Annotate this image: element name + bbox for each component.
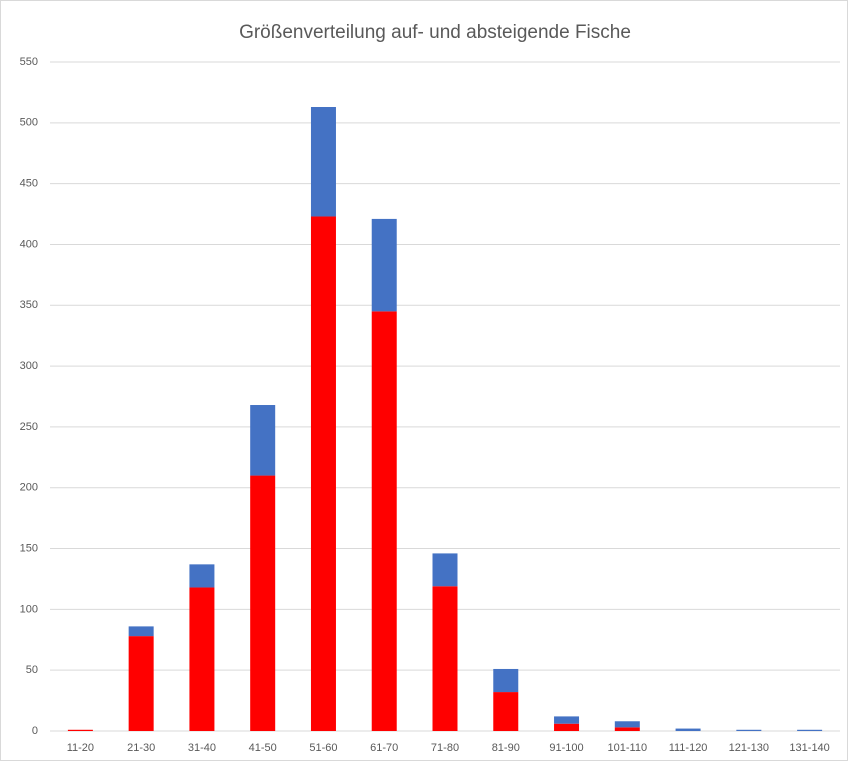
x-tick-label: 131-140 xyxy=(789,742,829,754)
x-tick-label: 81-90 xyxy=(492,742,520,754)
x-tick-label: 111-120 xyxy=(669,742,708,754)
bar-segment xyxy=(250,405,276,476)
bar-segment xyxy=(128,626,154,637)
y-tick-label: 50 xyxy=(26,664,38,676)
y-tick-label: 250 xyxy=(20,421,38,433)
x-tick-label: 71-80 xyxy=(431,742,459,754)
bar-segment xyxy=(310,216,336,732)
bar-segment xyxy=(554,723,580,731)
y-tick-label: 100 xyxy=(20,603,38,615)
bar-segment xyxy=(189,587,215,731)
bar-segment xyxy=(797,729,823,731)
x-tick-label: 91-100 xyxy=(549,742,583,754)
bar-segment xyxy=(614,727,640,731)
bar-segment xyxy=(128,636,154,731)
bar-segment xyxy=(675,728,701,731)
y-tick-label: 0 xyxy=(32,725,38,737)
bar-segment xyxy=(432,553,458,587)
bar-segment xyxy=(371,311,397,731)
bar-segment xyxy=(310,107,336,217)
y-tick-label: 350 xyxy=(20,299,38,311)
x-tick-label: 21-30 xyxy=(127,742,155,754)
x-tick-label: 31-40 xyxy=(188,742,216,754)
x-tick-label: 41-50 xyxy=(249,742,277,754)
bar-segment xyxy=(554,716,580,724)
x-tick-label: 121-130 xyxy=(729,742,769,754)
bar-segment xyxy=(493,668,519,693)
y-tick-label: 400 xyxy=(20,238,38,250)
chart-title: Größenverteilung auf- und absteigende Fi… xyxy=(239,22,631,43)
y-tick-label: 150 xyxy=(20,542,38,554)
bar-segment xyxy=(371,218,397,312)
bar-segment xyxy=(250,475,276,731)
bar-segment xyxy=(736,729,762,731)
x-tick-label: 51-60 xyxy=(309,742,337,754)
y-tick-label: 300 xyxy=(20,360,38,372)
x-tick-label: 11-20 xyxy=(67,742,94,754)
bar-segment xyxy=(189,564,215,588)
bar-segment xyxy=(67,729,93,731)
x-tick-label: 61-70 xyxy=(370,742,398,754)
x-tick-label: 101-110 xyxy=(608,742,648,754)
bar-segment xyxy=(493,692,519,731)
y-tick-label: 550 xyxy=(20,56,38,68)
y-tick-label: 500 xyxy=(20,117,38,129)
bar-segment xyxy=(614,721,640,728)
bar-segment xyxy=(432,586,458,731)
y-tick-label: 200 xyxy=(20,482,38,494)
y-tick-label: 450 xyxy=(20,178,38,190)
